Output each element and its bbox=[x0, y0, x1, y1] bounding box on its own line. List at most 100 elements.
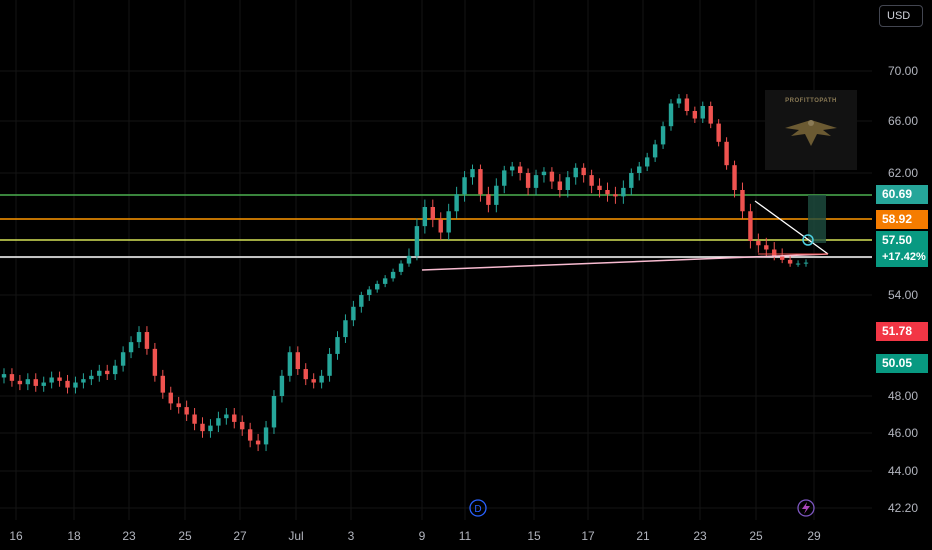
candle bbox=[486, 186, 491, 213]
candle bbox=[57, 371, 62, 387]
candle bbox=[168, 386, 173, 410]
lightning-icon[interactable] bbox=[797, 499, 815, 517]
candle bbox=[740, 182, 745, 219]
candle bbox=[192, 408, 197, 431]
candle bbox=[748, 203, 753, 249]
candle bbox=[494, 178, 499, 213]
candle bbox=[438, 212, 443, 240]
candle bbox=[581, 163, 586, 183]
candle bbox=[73, 376, 78, 394]
candle bbox=[97, 364, 102, 382]
y-tick-label: 44.00 bbox=[888, 464, 918, 478]
y-tick-label: 70.00 bbox=[888, 64, 918, 78]
candle bbox=[105, 364, 110, 381]
candle bbox=[621, 180, 626, 204]
currency-button[interactable]: USD bbox=[879, 5, 923, 27]
candle bbox=[271, 390, 277, 434]
y-tick-label: 54.00 bbox=[888, 288, 918, 302]
candle bbox=[708, 101, 713, 129]
candle bbox=[216, 411, 221, 433]
candle bbox=[367, 286, 372, 301]
candle bbox=[803, 259, 809, 267]
candle bbox=[676, 94, 682, 108]
candle bbox=[224, 408, 229, 425]
candle bbox=[787, 254, 793, 267]
candle bbox=[184, 400, 189, 421]
dividend-marker[interactable]: D bbox=[469, 499, 487, 517]
candle bbox=[565, 171, 570, 198]
x-tick-label: 27 bbox=[233, 529, 247, 543]
x-tick-label: 3 bbox=[348, 529, 355, 543]
trendlines[interactable] bbox=[421, 200, 829, 271]
candle bbox=[232, 408, 237, 429]
candle bbox=[176, 396, 181, 414]
candle bbox=[9, 368, 15, 387]
candle bbox=[398, 260, 404, 276]
candle bbox=[295, 346, 301, 375]
candle bbox=[375, 280, 380, 293]
candle bbox=[311, 373, 316, 389]
y-tick-label: 66.00 bbox=[888, 114, 918, 128]
candle bbox=[517, 161, 523, 181]
x-tick-label: 9 bbox=[419, 529, 426, 543]
candles bbox=[1, 94, 809, 452]
candle bbox=[120, 346, 126, 372]
candle bbox=[247, 422, 253, 448]
candle bbox=[446, 203, 451, 240]
position-box bbox=[808, 195, 826, 243]
candle bbox=[644, 152, 650, 172]
candle bbox=[319, 369, 324, 389]
candle bbox=[279, 369, 285, 403]
x-tick-label: 29 bbox=[807, 529, 821, 543]
alert-circle bbox=[802, 234, 814, 246]
current-price-tag: 57.50 +17.42% bbox=[876, 231, 928, 267]
y-axis: 70.0066.0062.0058.0054.0048.0046.0044.00… bbox=[888, 64, 918, 515]
x-tick-label: 23 bbox=[693, 529, 707, 543]
current-price: 57.50 bbox=[882, 233, 913, 247]
candle bbox=[422, 199, 428, 234]
candle bbox=[1, 368, 7, 384]
candle bbox=[327, 348, 332, 382]
x-tick-label: 21 bbox=[636, 529, 650, 543]
candle bbox=[128, 336, 134, 359]
candle bbox=[81, 373, 86, 389]
horizontal-levels[interactable] bbox=[0, 194, 872, 258]
x-axis: 16 18 23 25 27 Jul 3 9 11 15 17 21 23 25 29 bbox=[9, 529, 821, 543]
candle bbox=[756, 233, 761, 253]
candle bbox=[684, 94, 690, 116]
chart-grid bbox=[0, 0, 872, 520]
candle bbox=[692, 106, 698, 123]
candle bbox=[390, 268, 396, 282]
candle bbox=[502, 165, 507, 194]
candle bbox=[470, 164, 475, 185]
candle bbox=[430, 199, 435, 228]
candle bbox=[263, 420, 269, 452]
candle bbox=[351, 300, 356, 327]
x-tick-label: 23 bbox=[122, 529, 136, 543]
y-tick-label: 48.00 bbox=[888, 389, 918, 403]
candle bbox=[533, 169, 539, 196]
candle bbox=[613, 186, 618, 204]
candle bbox=[573, 163, 578, 185]
candle bbox=[255, 433, 261, 452]
candle bbox=[406, 248, 412, 267]
price-tag-58-92: 58.92 bbox=[876, 210, 928, 229]
candle bbox=[454, 186, 459, 219]
candle bbox=[541, 167, 547, 183]
candle bbox=[25, 373, 31, 391]
candle bbox=[716, 119, 721, 147]
candle bbox=[343, 314, 348, 343]
price-tag-60-69: 60.69 bbox=[876, 185, 928, 204]
candle bbox=[240, 415, 245, 436]
candle bbox=[287, 346, 293, 382]
candle bbox=[772, 242, 777, 261]
candle bbox=[335, 331, 340, 360]
candle bbox=[700, 101, 705, 123]
y-tick-label: 42.20 bbox=[888, 501, 918, 515]
candle bbox=[478, 164, 483, 202]
candle bbox=[724, 137, 729, 170]
candle bbox=[637, 161, 642, 181]
candle bbox=[41, 376, 46, 392]
y-tick-label: 46.00 bbox=[888, 426, 918, 440]
